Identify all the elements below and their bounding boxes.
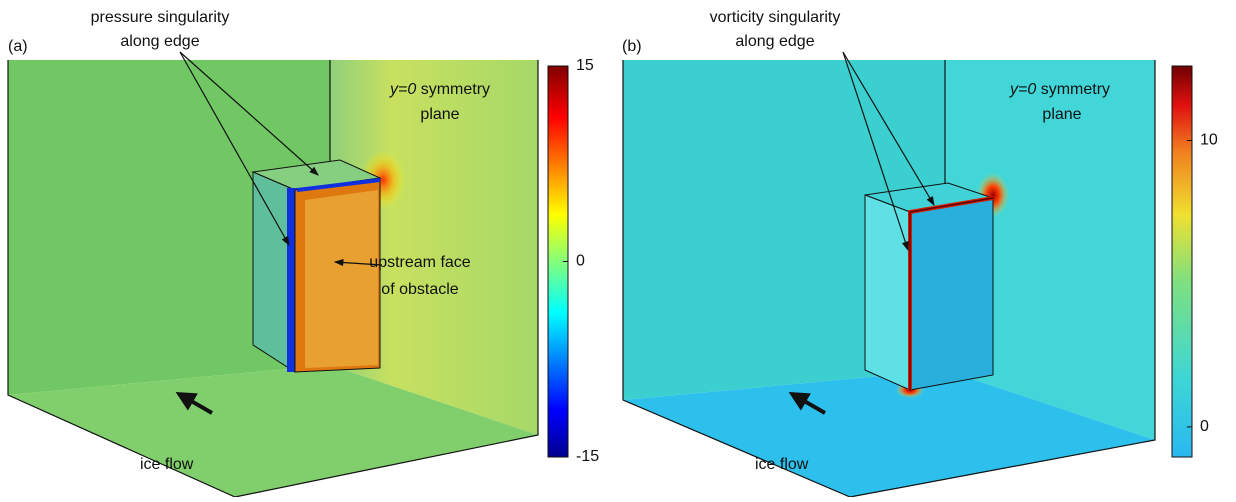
face-label: of obstacle: [381, 281, 458, 298]
arrow: [333, 258, 383, 267]
panel-label: (b): [622, 38, 642, 55]
plane-label-rest: symmetry: [421, 81, 490, 98]
floor: [623, 370, 1155, 497]
plane-label: plane: [420, 106, 459, 123]
panel-b: (b) vorticity singularity along edge y=0…: [622, 9, 1193, 498]
panel-label: (a): [8, 38, 28, 55]
floor: [8, 365, 538, 497]
flow-label: ice flow: [755, 456, 809, 473]
flow-arrow: [175, 392, 213, 415]
symmetry-plane: [945, 60, 1155, 440]
obstacle-side: [864, 194, 911, 391]
arrow: [842, 51, 909, 252]
plane-label-rest: symmetry: [1041, 81, 1110, 98]
back-wall: [8, 60, 330, 395]
singularity: [287, 188, 297, 372]
arrow: [179, 51, 319, 176]
callout: pressure singularity: [91, 9, 230, 26]
callout: along edge: [120, 33, 199, 50]
arrow: [179, 51, 290, 247]
colorbar-tick-label: 0: [576, 253, 585, 270]
callout: along edge: [735, 33, 814, 50]
panel-a: (a) pressure singularity along edge y=0 …: [7, 9, 569, 498]
singularity: [909, 197, 994, 390]
face-label: upstream face: [369, 254, 470, 271]
singularity: [296, 178, 381, 192]
flow-arrow: [788, 392, 826, 415]
arrow: [842, 51, 935, 207]
flow-label: ice flow: [140, 456, 194, 473]
plane-label-italic: y=0: [1009, 81, 1036, 98]
obstacle-front-inner: [305, 190, 378, 368]
plane-label: y=0 symmetry: [389, 81, 490, 98]
plane-label-italic: y=0: [389, 81, 416, 98]
colorbar-tick-label: -15: [576, 448, 599, 465]
plane-label: plane: [1042, 106, 1081, 123]
colorbar-tick-label: 15: [576, 57, 594, 74]
obstacle-front: [909, 197, 994, 391]
callout: vorticity singularity: [710, 9, 841, 26]
plane-label: y=0 symmetry: [1009, 81, 1110, 98]
colorbar-tick-label: 0: [1200, 418, 1209, 435]
colorbar: [1171, 65, 1193, 458]
colorbar-tick-label: 10: [1200, 132, 1218, 149]
